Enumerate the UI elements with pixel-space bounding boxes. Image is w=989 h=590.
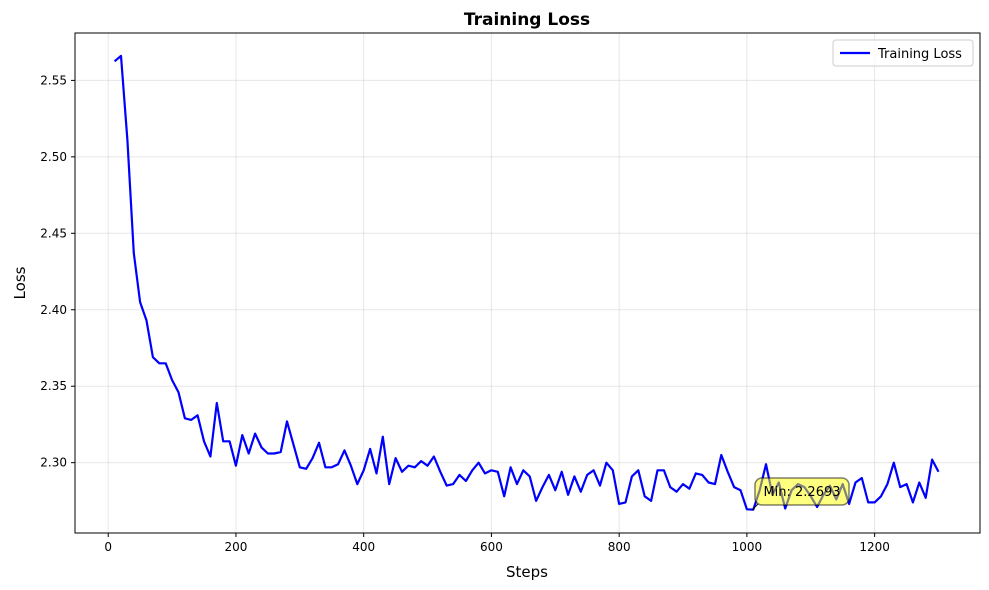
chart-title: Training Loss bbox=[464, 10, 590, 30]
y-tick-label: 2.50 bbox=[40, 150, 67, 164]
x-tick-label: 800 bbox=[608, 540, 631, 554]
plot-frame bbox=[74, 32, 981, 534]
y-tick-label: 2.45 bbox=[40, 226, 67, 240]
x-tick-label: 200 bbox=[224, 540, 247, 554]
annotation-box bbox=[754, 477, 850, 506]
min-annotation: Min: 2.2693 bbox=[751, 477, 850, 511]
x-tick-label: 1200 bbox=[859, 540, 890, 554]
series-layer bbox=[113, 54, 940, 511]
annotation-text: Min: 2.2693 bbox=[763, 485, 840, 500]
annotation-arrow bbox=[751, 503, 759, 511]
y-tick-label: 2.35 bbox=[40, 379, 67, 393]
y-tick-label: 2.55 bbox=[40, 73, 67, 87]
legend-label: Training Loss bbox=[877, 47, 962, 62]
x-tick-label: 400 bbox=[352, 540, 375, 554]
axis-ticks: 0 200 400 600 800 1000 1200 2.30 2.35 2.40 2.45 2.5… bbox=[40, 73, 890, 554]
y-axis-label: Loss bbox=[11, 266, 29, 299]
training-loss-line bbox=[113, 54, 940, 511]
x-tick-label: 0 bbox=[104, 540, 112, 554]
grid bbox=[75, 33, 980, 533]
x-tick-label: 600 bbox=[480, 540, 503, 554]
x-axis-label: Steps bbox=[506, 563, 548, 581]
y-tick-label: 2.40 bbox=[40, 303, 67, 317]
legend-box bbox=[832, 39, 974, 67]
x-tick-label: 1000 bbox=[732, 540, 763, 554]
y-tick-label: 2.30 bbox=[40, 456, 67, 470]
legend: Training Loss bbox=[832, 39, 974, 67]
